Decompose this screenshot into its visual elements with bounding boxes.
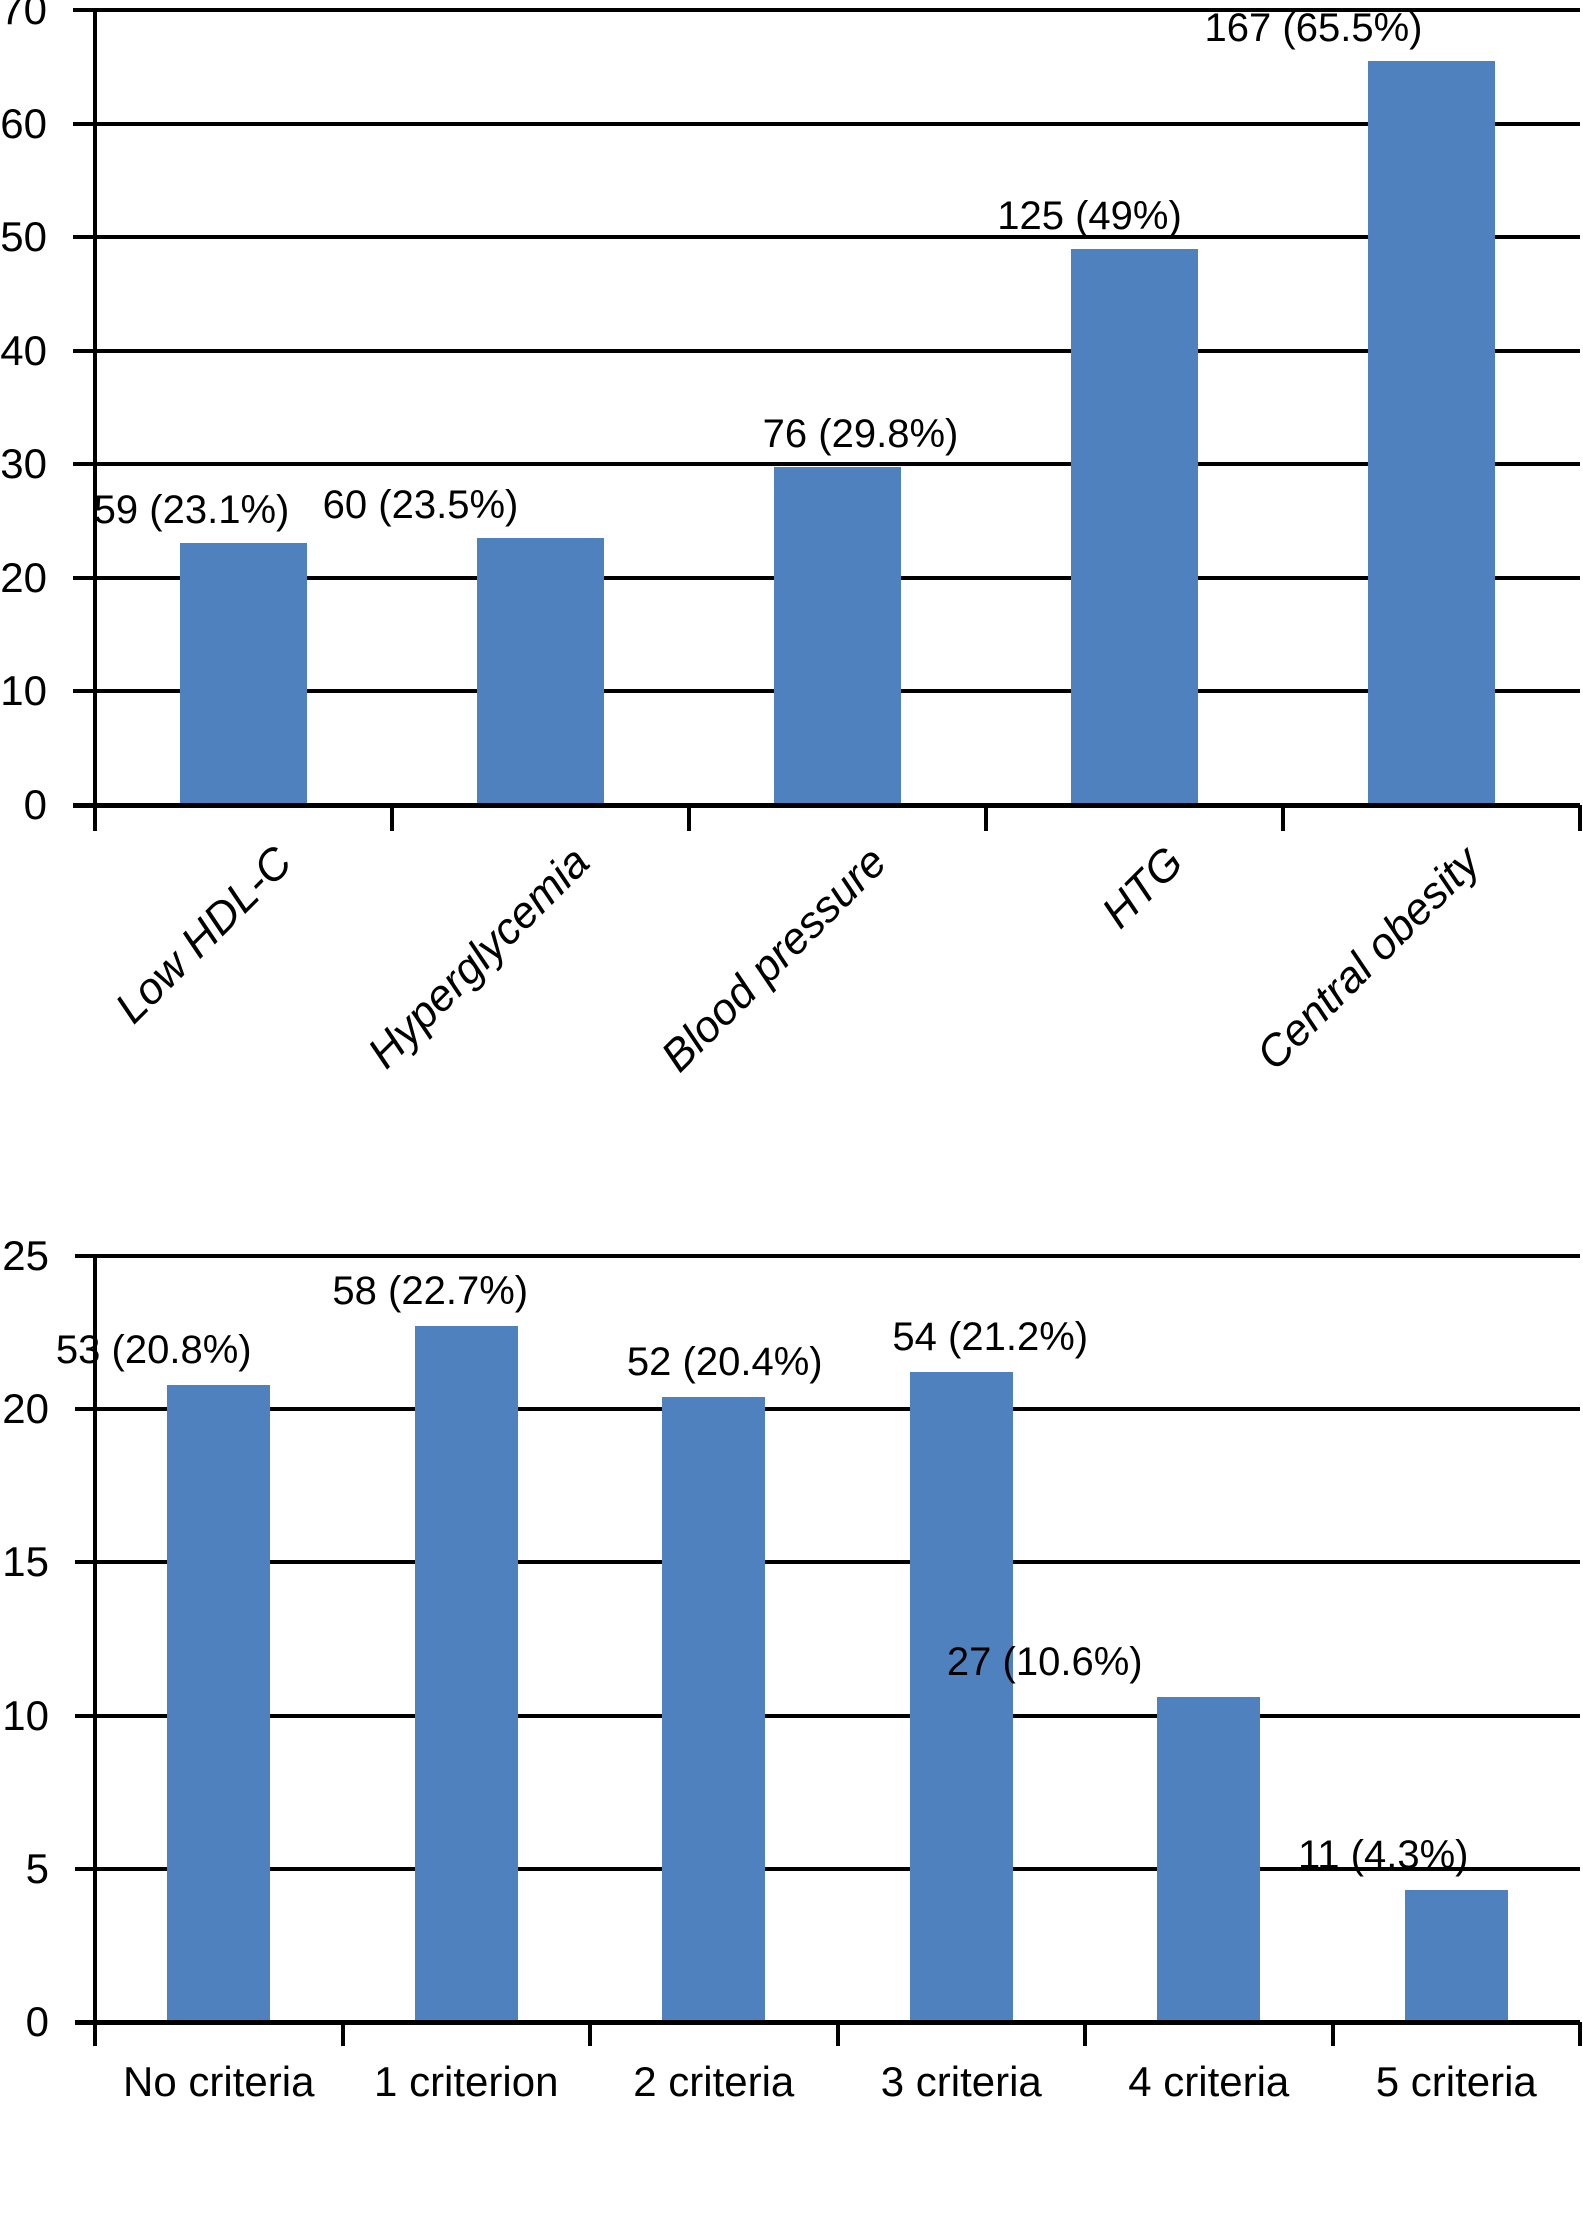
y-tick-5	[75, 1866, 95, 1871]
data-label-4-criteria: 27 (10.6%)	[946, 1640, 1143, 1685]
x-axis-tick	[93, 2022, 97, 2046]
data-label-1-criterion: 58 (22.7%)	[332, 1269, 529, 1314]
y-tick-10	[73, 689, 95, 694]
data-label-htg: 125 (49%)	[997, 193, 1182, 238]
x-label-3-criteria: 3 criteria	[880, 2058, 1042, 2105]
y-tick-40	[73, 348, 95, 353]
x-axis-line	[73, 803, 1580, 808]
y-axis-line	[93, 1254, 97, 2046]
data-label-no-criteria: 53 (20.8%)	[55, 1327, 252, 1372]
y-axis-tick-label: 0	[25, 1998, 49, 2045]
x-axis-tick	[1578, 2022, 1582, 2046]
bar-no-criteria	[167, 1384, 271, 2022]
y-tick-20	[75, 1407, 95, 1412]
bar-5-criteria	[1404, 1890, 1508, 2022]
x-axis-tick	[835, 2022, 840, 2046]
x-axis-tick	[1281, 805, 1285, 831]
gridline-40	[95, 348, 1580, 353]
x-axis-tick	[93, 805, 97, 831]
x-label-5-criteria: 5 criteria	[1375, 2058, 1537, 2105]
gridline-50	[95, 235, 1580, 240]
y-axis-tick-label: 20	[2, 1385, 49, 1433]
data-label-low-hdl-c: 59 (23.1%)	[93, 487, 290, 532]
bar-3-criteria	[909, 1372, 1013, 2022]
x-axis-tick	[984, 805, 988, 831]
gridline-20	[95, 1407, 1580, 1412]
x-axis-tick	[588, 2022, 592, 2046]
y-tick-10	[75, 1713, 95, 1718]
y-axis-tick-label: 70	[0, 0, 47, 33]
gridline-5	[95, 1866, 1580, 1871]
x-axis-tick	[390, 805, 394, 831]
y-axis-tick-label: 10	[0, 667, 47, 715]
x-label-no-criteria: No criteria	[123, 2058, 315, 2105]
y-tick-60	[73, 121, 95, 126]
y-axis-tick-label: 10	[2, 1691, 49, 1739]
x-axis-tick	[1330, 2022, 1335, 2046]
bar-4-criteria	[1157, 1697, 1261, 2022]
y-axis-tick-label: 60	[0, 99, 47, 147]
x-label-4-criteria: 4 criteria	[1128, 2058, 1290, 2105]
bar-1-criterion	[414, 1326, 518, 2022]
data-label-blood-pressure: 76 (29.8%)	[762, 411, 959, 456]
x-axis-tick	[340, 2022, 345, 2046]
gridline-60	[95, 121, 1580, 126]
gridline-25	[95, 1254, 1580, 1258]
x-axis-tick	[1578, 805, 1582, 831]
gridline-10	[95, 1713, 1580, 1718]
y-axis-tick-label: 20	[0, 553, 47, 601]
bar-htg	[1071, 248, 1198, 805]
y-axis-tick-label: 15	[2, 1538, 49, 1586]
y-tick-15	[75, 1560, 95, 1565]
bar-blood-pressure	[774, 466, 901, 805]
data-label-3-criteria: 54 (21.2%)	[892, 1315, 1089, 1360]
gridline-30	[95, 462, 1580, 467]
y-axis-line	[93, 8, 97, 831]
x-axis-tick	[687, 805, 691, 831]
bar-low-hdl-c	[180, 542, 307, 805]
bar-central-obesity	[1368, 61, 1495, 805]
y-axis-tick-label: 40	[0, 326, 47, 374]
x-axis-line	[75, 2020, 1580, 2025]
y-tick-20	[73, 575, 95, 580]
data-label-5-criteria: 11 (4.3%)	[1298, 1833, 1469, 1878]
bar-2-criteria	[662, 1396, 766, 2022]
data-label-central-obesity: 167 (65.5%)	[1204, 6, 1423, 51]
y-axis-tick-label: 5	[25, 1844, 49, 1892]
x-label-1-criterion: 1 criterion	[374, 2058, 559, 2105]
y-tick-70	[73, 8, 95, 12]
x-label-2-criteria: 2 criteria	[633, 2058, 795, 2105]
gridline-70	[95, 8, 1580, 12]
data-label-2-criteria: 52 (20.4%)	[626, 1339, 823, 1384]
y-tick-25	[75, 1254, 95, 1258]
y-axis-tick-label: 0	[23, 781, 47, 828]
x-axis-tick	[1083, 2022, 1087, 2046]
y-axis-tick-label: 50	[0, 213, 47, 261]
data-label-hyperglycemia: 60 (23.5%)	[322, 483, 519, 528]
gridline-15	[95, 1560, 1580, 1565]
y-tick-30	[73, 462, 95, 467]
y-tick-50	[73, 235, 95, 240]
y-axis-tick-label: 25	[2, 1232, 49, 1279]
bar-hyperglycemia	[477, 538, 604, 805]
y-axis-tick-label: 30	[0, 440, 47, 488]
